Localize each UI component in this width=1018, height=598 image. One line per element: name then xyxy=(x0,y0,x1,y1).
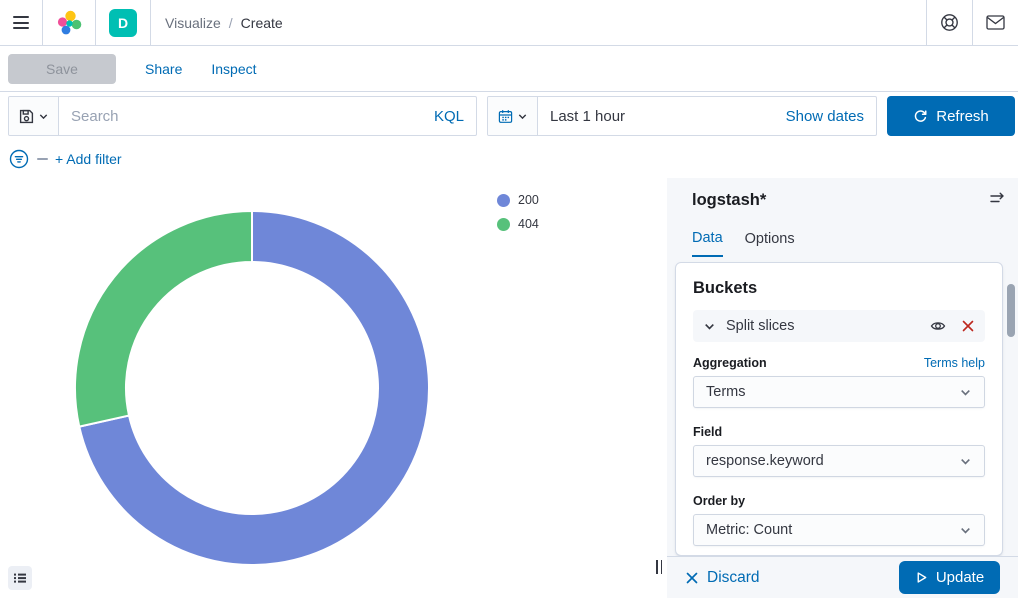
menu-right-arrow-icon xyxy=(988,190,1006,208)
query-bar: KQL Last 1 hour Show dates Refresh xyxy=(0,92,1018,140)
donut-slice-404[interactable] xyxy=(74,210,253,428)
index-pattern-title: logstash* xyxy=(692,191,767,209)
list-icon xyxy=(13,571,27,585)
donut-slice-200[interactable] xyxy=(78,210,430,566)
vis-editor-panel: logstash* Data Options Buckets Split sli… xyxy=(667,178,1018,598)
chevron-down-icon xyxy=(959,524,972,537)
editor-tabs: Data Options xyxy=(692,230,795,257)
legend-item[interactable]: 404 xyxy=(497,212,539,236)
aggregation-select[interactable]: Terms xyxy=(693,376,985,408)
save-button[interactable]: Save xyxy=(8,53,116,84)
mail-envelope-icon xyxy=(986,15,1005,30)
buckets-card: Buckets Split slices xyxy=(675,262,1003,556)
newsfeed-button[interactable] xyxy=(973,0,1018,45)
main-menu-button[interactable] xyxy=(0,0,42,45)
space-badge: D xyxy=(109,8,137,37)
eye-icon xyxy=(930,318,946,334)
update-button[interactable]: Update xyxy=(899,561,1000,594)
share-button[interactable]: Share xyxy=(145,60,183,77)
terms-help-link[interactable]: Terms help xyxy=(923,356,985,370)
date-picker: Last 1 hour Show dates xyxy=(487,96,877,136)
order-by-select[interactable]: Metric: Count xyxy=(693,514,985,546)
field-label: Field xyxy=(693,425,723,439)
bucket-type-label: Split slices xyxy=(726,318,795,334)
filter-bar: + Add filter xyxy=(0,140,1018,178)
kql-language-button[interactable]: KQL xyxy=(433,107,464,125)
save-query-icon xyxy=(19,109,34,124)
hamburger-icon xyxy=(13,16,29,29)
panel-resize-handle[interactable] xyxy=(652,558,666,576)
header-divider xyxy=(42,0,43,45)
order-by-value: Metric: Count xyxy=(706,522,793,538)
visualize-action-bar: Save Share Inspect xyxy=(0,46,1018,92)
add-filter-button[interactable]: + Add filter xyxy=(55,151,122,167)
help-menu-button[interactable] xyxy=(927,0,972,45)
app-header: D Visualize / Create xyxy=(0,0,1018,46)
search-input[interactable] xyxy=(59,97,434,135)
donut-chart[interactable] xyxy=(62,198,442,578)
search-bar: KQL xyxy=(8,96,477,136)
header-divider xyxy=(926,0,927,45)
legend-swatch-icon xyxy=(497,193,510,207)
split-slices-accordion[interactable]: Split slices xyxy=(693,310,985,342)
filter-menu-icon[interactable] xyxy=(9,149,29,169)
legend-toggle-button[interactable] xyxy=(8,566,32,590)
discard-button[interactable]: Discard xyxy=(685,569,760,587)
filter-separator xyxy=(37,158,48,160)
elastic-home-button[interactable] xyxy=(43,0,95,45)
field-select[interactable]: response.keyword xyxy=(693,445,985,477)
show-dates-button[interactable]: Show dates xyxy=(785,107,864,125)
update-label: Update xyxy=(935,569,985,586)
tab-data[interactable]: Data xyxy=(692,230,723,257)
remove-bucket-button[interactable] xyxy=(961,319,975,333)
buckets-heading: Buckets xyxy=(693,279,758,297)
chevron-down-icon xyxy=(38,111,49,122)
breadcrumb-create: Create xyxy=(240,14,283,31)
legend-label: 404 xyxy=(518,217,539,231)
help-lifebuoy-icon xyxy=(940,13,959,32)
discard-label: Discard xyxy=(707,568,760,586)
chevron-down-icon xyxy=(959,455,972,468)
close-x-icon xyxy=(685,571,699,585)
aggregation-value: Terms xyxy=(706,384,746,400)
header-divider xyxy=(150,0,151,45)
aggregation-label: Aggregation xyxy=(693,356,767,370)
elastic-logo-icon xyxy=(56,10,82,36)
chevron-down-icon xyxy=(517,111,528,122)
breadcrumb: Visualize / Create xyxy=(151,15,283,31)
refresh-button-label: Refresh xyxy=(936,107,989,125)
quick-select-menu-button[interactable] xyxy=(488,97,538,135)
order-by-label: Order by xyxy=(693,494,746,508)
space-selector[interactable]: D xyxy=(96,0,150,45)
refresh-icon xyxy=(913,109,928,124)
legend-swatch-icon xyxy=(497,217,510,231)
saved-query-menu-button[interactable] xyxy=(9,97,59,135)
breadcrumb-separator: / xyxy=(228,14,233,31)
visualization-pane: 200 404 xyxy=(0,178,667,598)
panel-scrollbar[interactable] xyxy=(1007,284,1015,337)
chevron-down-icon xyxy=(959,386,972,399)
play-icon xyxy=(915,571,928,584)
collapse-sidebar-button[interactable] xyxy=(988,190,1006,208)
refresh-button[interactable]: Refresh xyxy=(887,96,1015,136)
legend-item[interactable]: 200 xyxy=(497,188,539,212)
editor-footer: Discard Update xyxy=(667,556,1018,598)
header-divider xyxy=(972,0,973,45)
chevron-down-icon xyxy=(703,320,716,333)
breadcrumb-visualize[interactable]: Visualize xyxy=(165,14,221,31)
field-value: response.keyword xyxy=(706,453,824,469)
toggle-visibility-button[interactable] xyxy=(930,318,946,334)
inspect-button[interactable]: Inspect xyxy=(211,60,257,77)
close-x-icon xyxy=(961,319,975,333)
calendar-icon xyxy=(498,109,513,124)
legend-label: 200 xyxy=(518,193,539,207)
header-divider xyxy=(95,0,96,45)
tab-options[interactable]: Options xyxy=(745,230,795,257)
time-range-value[interactable]: Last 1 hour xyxy=(550,107,626,125)
chart-legend: 200 404 xyxy=(497,188,539,236)
